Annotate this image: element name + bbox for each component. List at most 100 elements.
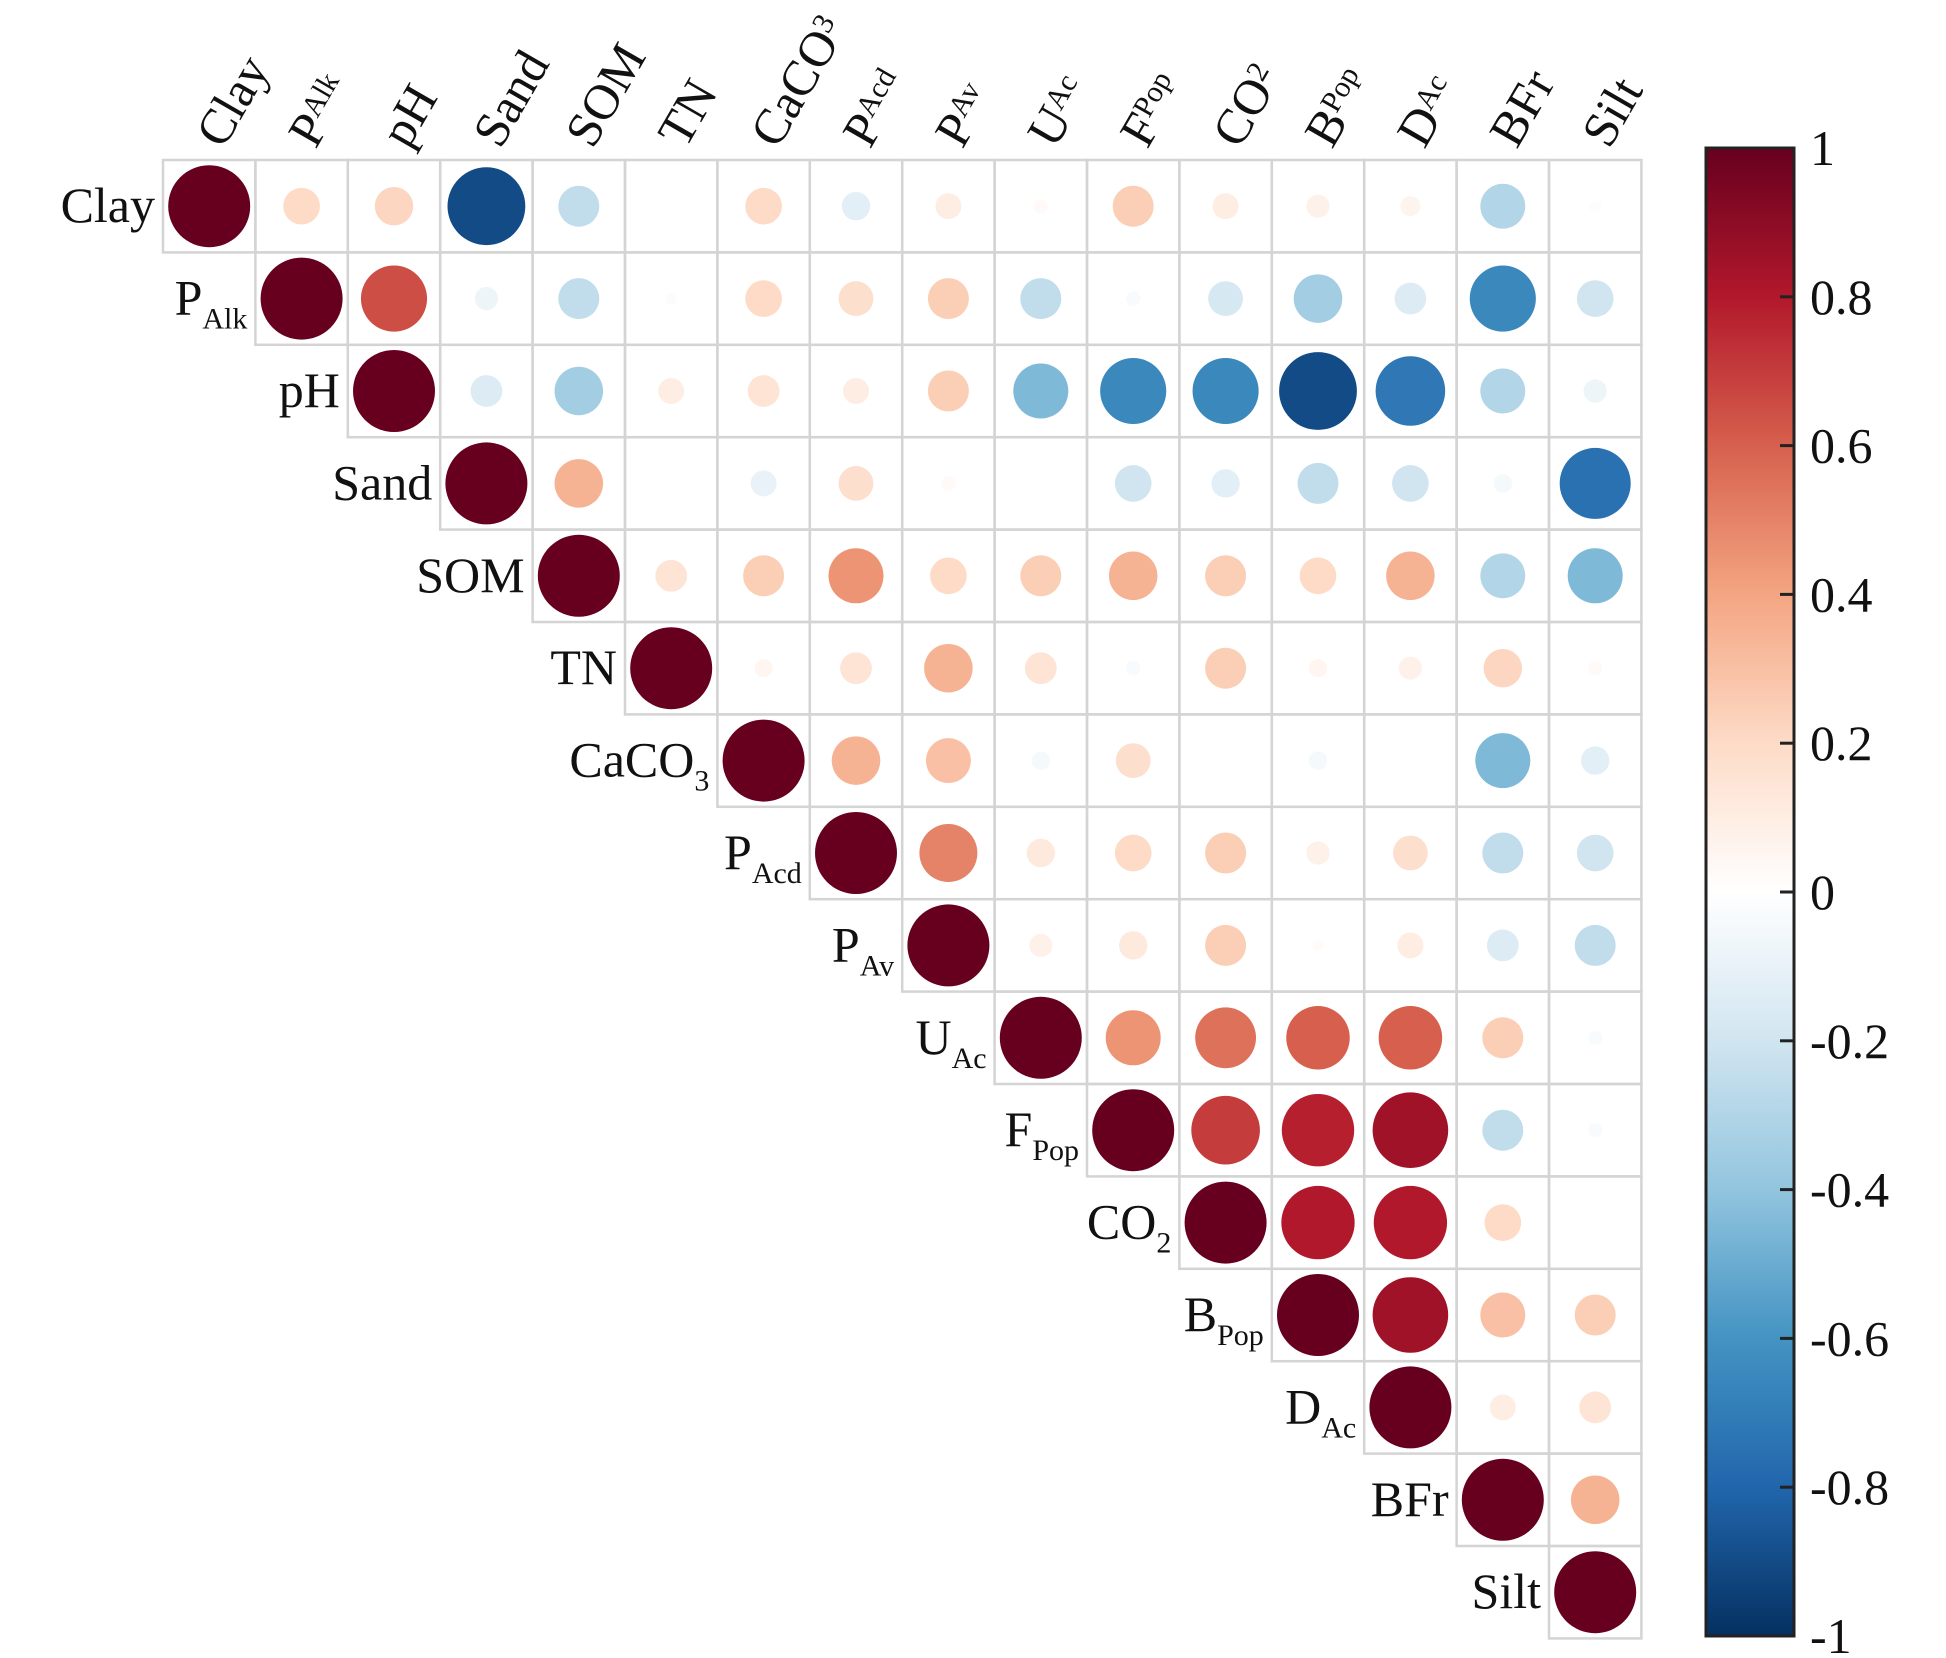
corr-circle-pH-pH	[353, 350, 435, 432]
corr-circle-PAv-Silt	[1574, 924, 1616, 966]
colorbar-tick-label: 0.4	[1810, 566, 1873, 622]
column-label-Sand: Sand	[461, 41, 559, 156]
corr-circle-pH-Sand	[470, 375, 503, 407]
column-label-BFr: BFr	[1478, 60, 1566, 156]
colorbar-tick-label: -0.2	[1810, 1013, 1889, 1069]
corr-circle-pH-UAc	[1013, 363, 1069, 419]
corr-circle-Clay-CaCO3	[745, 187, 782, 225]
corr-circle-Sand-SOM	[554, 459, 604, 508]
row-label-UAc: UAc	[916, 1009, 987, 1075]
corr-circle-Sand-CaCO3	[750, 470, 777, 497]
corr-circle-FPop-CO2	[1191, 1095, 1260, 1165]
row-label-BPop: BPop	[1184, 1286, 1264, 1352]
corr-circle-Clay-BPop	[1306, 194, 1330, 218]
corr-circle-CO2-BFr	[1484, 1204, 1522, 1241]
corr-circle-UAc-DAc	[1378, 1006, 1443, 1070]
corr-circle-pH-CO2	[1192, 357, 1259, 425]
corr-circle-PAv-FPop	[1119, 931, 1148, 960]
row-label-FPop: FPop	[1005, 1101, 1080, 1167]
corr-circle-PAcd-Silt	[1576, 834, 1614, 872]
colorbar-tick-label: 0.2	[1810, 715, 1873, 771]
corr-circle-TN-TN	[630, 627, 713, 710]
corr-circle-TN-CaCO3	[754, 659, 773, 678]
corr-circle-UAc-Silt	[1588, 1030, 1603, 1045]
corr-circle-PAcd-CO2	[1205, 832, 1247, 874]
corr-circle-TN-BPop	[1308, 659, 1328, 678]
corr-circle-UAc-BPop	[1286, 1006, 1350, 1070]
corr-circle-Sand-BFr	[1493, 474, 1512, 493]
row-label-TN: TN	[550, 639, 617, 695]
grid-cell	[1547, 1175, 1643, 1271]
corr-circle-Clay-DAc	[1400, 196, 1421, 217]
corr-circle-SOM-PAcd	[828, 548, 884, 604]
corr-circle-pH-SOM	[554, 366, 604, 416]
colorbar-tick-label: -1	[1810, 1608, 1852, 1658]
corr-circle-Clay-FPop	[1112, 185, 1154, 227]
corr-circle-Clay-Clay	[168, 165, 251, 248]
column-label-FPop: FPop	[1108, 63, 1194, 156]
corr-circle-pH-Silt	[1583, 379, 1607, 403]
row-label-pH: pH	[279, 362, 340, 418]
corr-circle-PAv-PAv	[907, 904, 990, 987]
column-label-BPop: BPop	[1293, 58, 1382, 155]
corr-circle-Sand-Silt	[1559, 447, 1631, 519]
corr-circle-SOM-BPop	[1299, 557, 1337, 595]
corr-circle-DAc-BFr	[1489, 1394, 1516, 1421]
row-label-PAv: PAv	[832, 916, 894, 982]
row-label-PAcd: PAcd	[724, 824, 802, 890]
colorbar-tick-label: 1	[1810, 120, 1835, 176]
colorbar-tick-label: 0.6	[1810, 418, 1873, 474]
corr-circle-TN-BFr	[1483, 648, 1523, 688]
corr-circle-BPop-Silt	[1574, 1294, 1616, 1336]
corr-circle-pH-TN	[658, 378, 685, 404]
corr-circle-Sand-CO2	[1211, 469, 1240, 498]
corr-circle-CO2-DAc	[1373, 1185, 1448, 1260]
corr-circle-PAlk-BPop	[1293, 274, 1343, 323]
corr-circle-BFr-Silt	[1570, 1475, 1620, 1525]
corr-circle-UAc-CO2	[1195, 1007, 1257, 1069]
corr-circle-PAlk-Sand	[474, 287, 498, 311]
corr-circle-Clay-PAlk	[283, 187, 320, 225]
corr-circle-PAv-UAc	[1029, 933, 1053, 958]
corr-circle-Sand-BPop	[1297, 462, 1339, 504]
corr-circle-SOM-DAc	[1386, 551, 1435, 601]
corr-circle-SOM-BFr	[1480, 553, 1526, 599]
column-label-pH: pH	[369, 75, 448, 156]
corr-circle-Sand-PAv	[941, 476, 956, 491]
corr-circle-Clay-SOM	[558, 185, 600, 227]
corr-circle-CaCO3-FPop	[1115, 743, 1151, 778]
corr-circle-PAlk-UAc	[1020, 278, 1062, 320]
corr-circle-PAv-BPop	[1312, 939, 1324, 952]
corr-circle-pH-DAc	[1375, 356, 1446, 426]
colorbar-gradient	[1704, 146, 1796, 1638]
corr-circle-PAcd-FPop	[1114, 834, 1152, 872]
corr-circle-pH-CaCO3	[747, 375, 780, 407]
row-label-PAlk: PAlk	[175, 270, 248, 336]
column-label-PAcd: PAcd	[831, 60, 918, 155]
corr-circle-TN-DAc	[1398, 656, 1422, 680]
corr-circle-PAlk-FPop	[1126, 291, 1141, 306]
corr-circle-Clay-CO2	[1212, 193, 1239, 220]
corr-circle-SOM-TN	[655, 559, 688, 592]
corr-circle-CO2-BPop	[1281, 1185, 1355, 1260]
corr-circle-CaCO3-Silt	[1581, 746, 1610, 775]
corr-circle-FPop-DAc	[1372, 1092, 1449, 1168]
corr-circle-Clay-PAv	[935, 193, 962, 220]
corr-circle-SOM-CaCO3	[743, 555, 785, 597]
corr-circle-TN-PAv	[924, 643, 973, 693]
grid-cell	[1362, 713, 1458, 809]
corr-circle-PAcd-PAv	[919, 824, 978, 882]
grid-cell	[993, 435, 1089, 531]
corr-circle-DAc-DAc	[1369, 1366, 1452, 1449]
corr-circle-TN-FPop	[1126, 661, 1141, 676]
corr-circle-PAcd-PAcd	[815, 812, 897, 894]
column-label-PAv: PAv	[923, 74, 1003, 156]
corr-circle-BPop-BFr	[1480, 1292, 1526, 1338]
corr-circle-FPop-FPop	[1092, 1089, 1175, 1172]
corr-circle-PAlk-PAv	[927, 278, 969, 320]
correlation-circles	[168, 165, 1637, 1634]
corr-circle-CaCO3-BPop	[1308, 751, 1328, 770]
corr-circle-PAcd-UAc	[1026, 838, 1056, 868]
corr-circle-PAlk-Silt	[1576, 280, 1614, 317]
